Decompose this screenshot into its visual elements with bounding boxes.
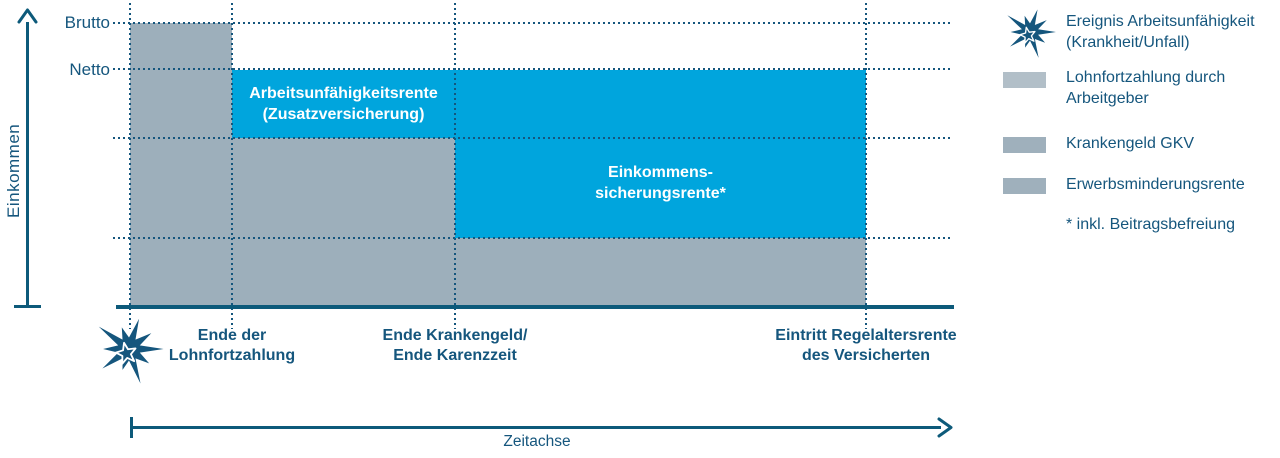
gridline-krankengeld-level <box>113 137 951 139</box>
y-axis-title: Einkommen <box>4 123 23 218</box>
x-tick-ende-krankengeld: Ende Krankengeld/ Ende Karenzzeit <box>382 327 528 364</box>
legend-label-lohnfortzahlung: Lohnfortzahlung durch Arbeitgeber <box>1066 69 1226 107</box>
legend-swatch-erwerbsminderungsrente <box>1003 178 1046 194</box>
legend-label-erwerbsminderungsrente: Erwerbsminderungsrente <box>1066 176 1245 193</box>
gridline-ende-krankengeld <box>454 3 456 329</box>
gridline-brutto <box>113 22 951 24</box>
area-lohnfortzahlung <box>130 23 232 305</box>
area-erwerbsminderungsrente <box>455 238 866 305</box>
gridline-regelaltersrente <box>865 3 867 329</box>
time-axis-line <box>131 426 941 429</box>
y-axis-foot <box>14 305 41 308</box>
legend-swatch-krankengeld <box>1003 137 1046 153</box>
gridline-netto <box>113 68 951 70</box>
starburst-icon <box>1007 9 1056 58</box>
y-axis-line <box>26 22 29 306</box>
x-axis-line <box>116 305 954 309</box>
area-label-arbeitsunfaehigkeitsrente: Arbeitsunfähigkeitsrente (Zusatzversiche… <box>249 85 438 123</box>
y-tick-netto: Netto <box>69 60 110 79</box>
area-arbeitsunfaehigkeitsrente: Arbeitsunfähigkeitsrente (Zusatzversiche… <box>232 70 455 138</box>
starburst-icon <box>98 318 164 384</box>
x-axis-title: Zeitachse <box>503 433 571 450</box>
area-label-einkommenssicherungsrente: Einkommens- sicherungsrente* <box>595 164 726 202</box>
gridline-ende-lohnfortzahlung <box>231 3 233 329</box>
legend-label-krankengeld: Krankengeld GKV <box>1066 135 1195 152</box>
right-arrowhead-icon <box>937 417 953 438</box>
legend-swatch-lohnfortzahlung <box>1003 72 1046 88</box>
area-krankengeld <box>232 138 455 305</box>
x-tick-regelaltersrente: Eintritt Regelaltersrente des Versichert… <box>775 327 957 364</box>
area-einkommenssicherungsrente: Einkommens- sicherungsrente* <box>455 70 866 238</box>
up-arrowhead-icon <box>17 8 38 24</box>
legend-label-ereignis: Ereignis Arbeitsunfähigkeit (Krankheit/U… <box>1066 13 1255 51</box>
legend-footnote: * inkl. Beitragsbefreiung <box>1066 216 1235 233</box>
x-tick-ende-lohnfortzahlung: Ende der Lohnfortzahlung <box>168 327 296 364</box>
gridline-erwerbsminderung-level <box>113 237 951 239</box>
gridline-event <box>129 3 131 329</box>
y-tick-brutto: Brutto <box>64 13 110 32</box>
